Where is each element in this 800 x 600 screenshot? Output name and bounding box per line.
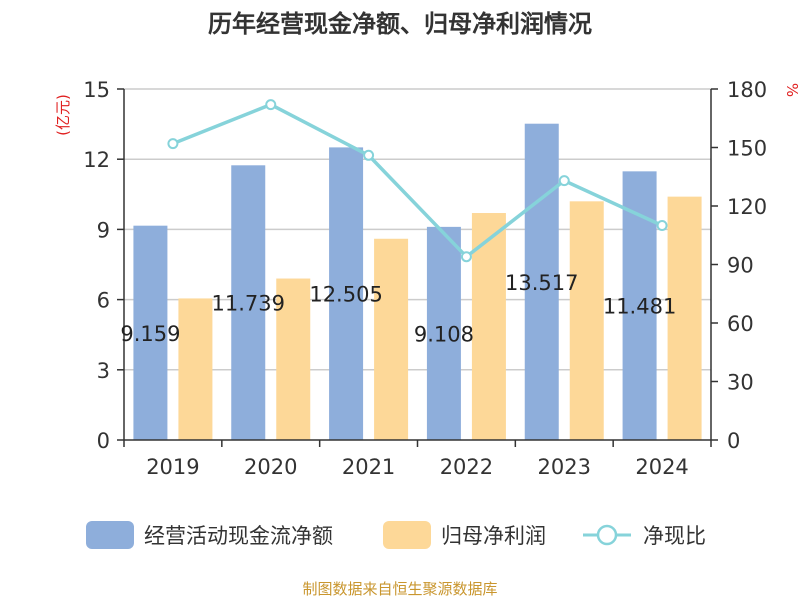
bar-net-profit — [178, 298, 213, 440]
data-label: 9.159 — [120, 322, 180, 346]
bar-operating-cash-flow — [133, 225, 168, 440]
y-right-tick-label: 120 — [727, 195, 767, 219]
y-left-tick-label: 0 — [97, 429, 110, 453]
bar-net-profit — [276, 278, 311, 440]
ratio-line-path — [172, 102, 663, 260]
y-right-tick-label: 180 — [727, 78, 767, 102]
bar-net-profit — [471, 213, 506, 440]
legend: 经营活动现金流净额 归母净利润 净现比 — [86, 521, 706, 549]
legend-swatch — [86, 521, 134, 549]
data-label: 11.739 — [212, 292, 285, 316]
x-tick-label: 2019 — [146, 455, 199, 479]
ratio-point — [460, 251, 472, 263]
bars — [133, 123, 702, 440]
gridlines — [124, 88, 711, 371]
x-tick-label: 2022 — [440, 455, 493, 479]
bar-operating-cash-flow — [231, 165, 266, 440]
bar-operating-cash-flow — [329, 147, 364, 440]
data-labels: 9.159 11.739 12.505 9.108 13.517 11.481 — [120, 271, 676, 347]
data-label: 9.108 — [414, 322, 474, 346]
ratio-point — [265, 99, 277, 111]
bar-operating-cash-flow — [524, 123, 559, 440]
y-right-tick-label: 30 — [727, 371, 754, 395]
legend-swatch — [383, 521, 431, 549]
legend-label: 经营活动现金流净额 — [144, 524, 333, 548]
y-left-tick-label: 3 — [97, 359, 110, 383]
ratio-point — [167, 138, 179, 150]
bar-net-profit — [667, 196, 702, 440]
y-left-tick-label: 6 — [97, 289, 110, 313]
y-right-tick-label: 0 — [727, 429, 740, 453]
y-left-tick-label: 12 — [83, 148, 110, 172]
ratio-point — [656, 220, 668, 231]
chart-title: 历年经营现金净额、归母净利润情况 — [208, 10, 592, 38]
y-left-tick-label: 9 — [97, 218, 110, 242]
y-right-tick-label: 60 — [727, 312, 754, 336]
data-label: 13.517 — [505, 271, 578, 295]
ratio-point — [558, 175, 570, 187]
x-tick-label: 2021 — [342, 455, 395, 479]
ratio-line — [167, 99, 668, 263]
y-left-axis-label: (亿元) — [54, 94, 72, 136]
y-right-tick-label: 150 — [727, 137, 767, 161]
bar-operating-cash-flow — [426, 226, 461, 440]
bar-net-profit — [374, 238, 409, 440]
x-tick-label: 2023 — [538, 455, 591, 479]
data-label: 12.505 — [309, 283, 382, 307]
bar-net-profit — [569, 201, 604, 440]
ratio-point — [363, 149, 375, 161]
y-left-tick-label: 15 — [83, 78, 110, 102]
x-tick-label: 2024 — [635, 455, 688, 479]
x-tick-label: 2020 — [244, 455, 297, 479]
data-label: 11.481 — [603, 295, 676, 319]
y-right-axis-label: % — [783, 83, 800, 97]
legend-label: 归母净利润 — [441, 524, 546, 548]
source-note: 制图数据来自恒生聚源数据库 — [302, 580, 497, 598]
legend-marker — [596, 524, 618, 546]
y-right-tick-label: 90 — [727, 254, 754, 278]
legend-label: 净现比 — [643, 524, 706, 548]
